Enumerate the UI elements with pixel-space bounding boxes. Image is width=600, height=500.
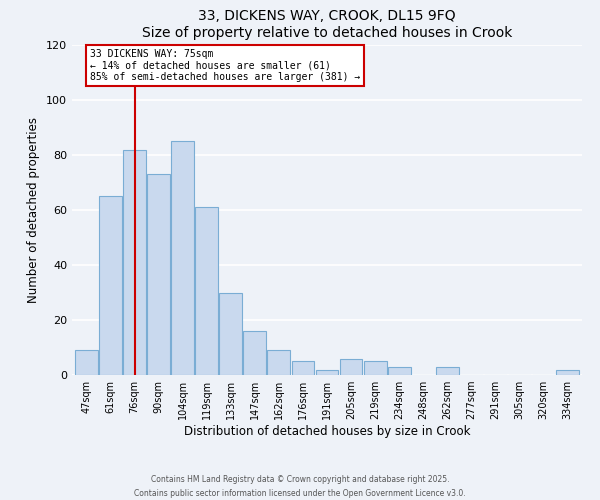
Title: 33, DICKENS WAY, CROOK, DL15 9FQ
Size of property relative to detached houses in: 33, DICKENS WAY, CROOK, DL15 9FQ Size of… — [142, 10, 512, 40]
Bar — [171, 141, 194, 375]
Bar — [147, 174, 170, 375]
Text: Contains HM Land Registry data © Crown copyright and database right 2025.
Contai: Contains HM Land Registry data © Crown c… — [134, 476, 466, 498]
Bar — [436, 367, 459, 375]
X-axis label: Distribution of detached houses by size in Crook: Distribution of detached houses by size … — [184, 425, 470, 438]
Bar — [75, 350, 98, 375]
Bar — [220, 292, 242, 375]
Bar — [388, 367, 410, 375]
Bar — [123, 150, 146, 375]
Bar — [244, 331, 266, 375]
Bar — [316, 370, 338, 375]
Bar — [292, 361, 314, 375]
Y-axis label: Number of detached properties: Number of detached properties — [28, 117, 40, 303]
Bar — [99, 196, 122, 375]
Text: 33 DICKENS WAY: 75sqm
← 14% of detached houses are smaller (61)
85% of semi-deta: 33 DICKENS WAY: 75sqm ← 14% of detached … — [90, 49, 360, 82]
Bar — [268, 350, 290, 375]
Bar — [556, 370, 579, 375]
Bar — [340, 358, 362, 375]
Bar — [364, 361, 386, 375]
Bar — [195, 207, 218, 375]
